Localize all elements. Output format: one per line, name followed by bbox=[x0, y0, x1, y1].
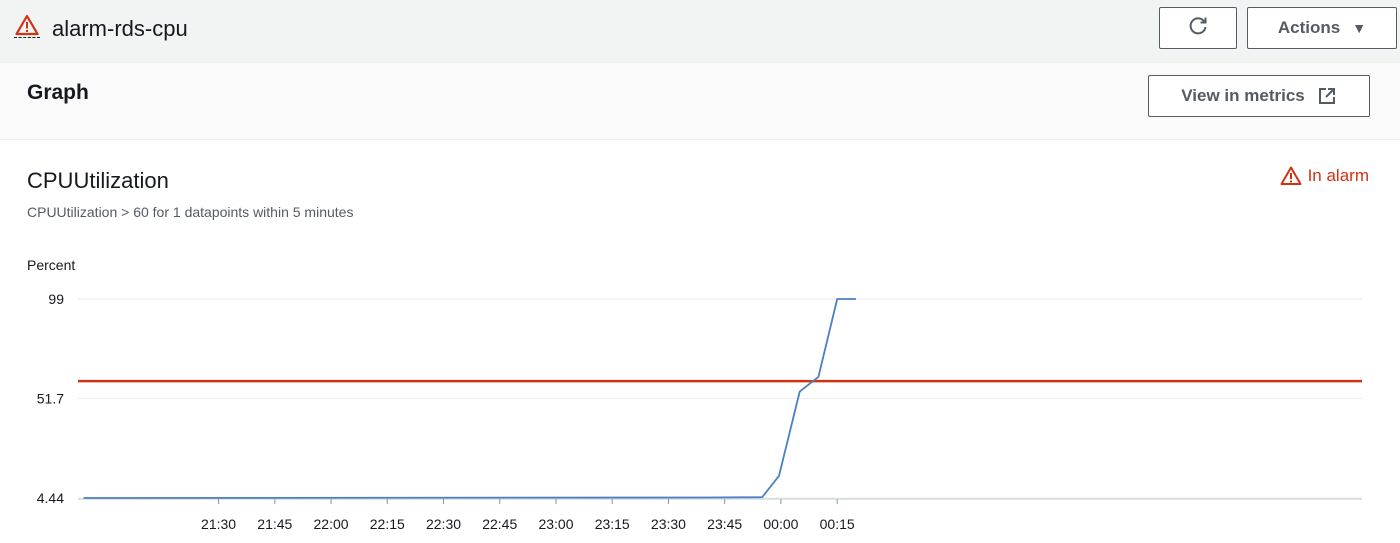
page-title: alarm-rds-cpu bbox=[52, 16, 188, 41]
x-tick-label: 23:15 bbox=[595, 516, 630, 532]
warning-triangle-icon bbox=[1280, 166, 1302, 185]
x-tick-label: 21:45 bbox=[257, 516, 292, 532]
alarm-status-label: In alarm bbox=[1307, 166, 1369, 185]
x-tick-label: 23:00 bbox=[538, 516, 573, 532]
top-bar: alarm-rds-cpu Actions ▼ bbox=[0, 0, 1400, 63]
x-tick-label: 23:30 bbox=[651, 516, 686, 532]
x-tick-label: 00:15 bbox=[820, 516, 855, 532]
external-link-icon bbox=[1317, 86, 1337, 106]
warning-triangle-icon bbox=[14, 14, 40, 44]
y-tick-label: 99 bbox=[48, 291, 64, 307]
graph-panel-header: Graph View in metrics bbox=[0, 63, 1400, 140]
view-in-metrics-button[interactable]: View in metrics bbox=[1148, 75, 1370, 117]
refresh-icon bbox=[1187, 15, 1209, 42]
caret-down-icon: ▼ bbox=[1352, 20, 1367, 36]
alarm-title-group: alarm-rds-cpu bbox=[14, 14, 188, 44]
alarm-status: In alarm bbox=[1280, 166, 1369, 186]
refresh-button[interactable] bbox=[1159, 7, 1237, 49]
cpu-utilization-chart: 4.44 51.7 99 21:30 21:45 22:00 22:15 22:30 22:45… bbox=[37, 291, 1362, 532]
x-tick-label: 22:00 bbox=[314, 516, 349, 532]
chart-subtitle: CPUUtilization > 60 for 1 datapoints wit… bbox=[27, 204, 354, 220]
series-line bbox=[83, 298, 856, 499]
y-tick-label: 4.44 bbox=[37, 490, 64, 506]
x-tick-label: 22:45 bbox=[482, 516, 517, 532]
x-tick-label: 21:30 bbox=[201, 516, 236, 532]
x-tick-label: 22:30 bbox=[426, 516, 461, 532]
y-tick-label: 51.7 bbox=[37, 391, 64, 407]
actions-button[interactable]: Actions ▼ bbox=[1247, 7, 1397, 49]
actions-label: Actions bbox=[1277, 18, 1341, 37]
x-tick-label: 23:45 bbox=[707, 516, 742, 532]
x-tick-label: 00:00 bbox=[763, 516, 798, 532]
view-in-metrics-label: View in metrics bbox=[1181, 86, 1305, 105]
y-axis-label: Percent bbox=[27, 257, 76, 273]
chart-title: CPUUtilization bbox=[27, 168, 169, 193]
graph-title: Graph bbox=[27, 81, 89, 104]
x-tick-label: 22:15 bbox=[370, 516, 405, 532]
